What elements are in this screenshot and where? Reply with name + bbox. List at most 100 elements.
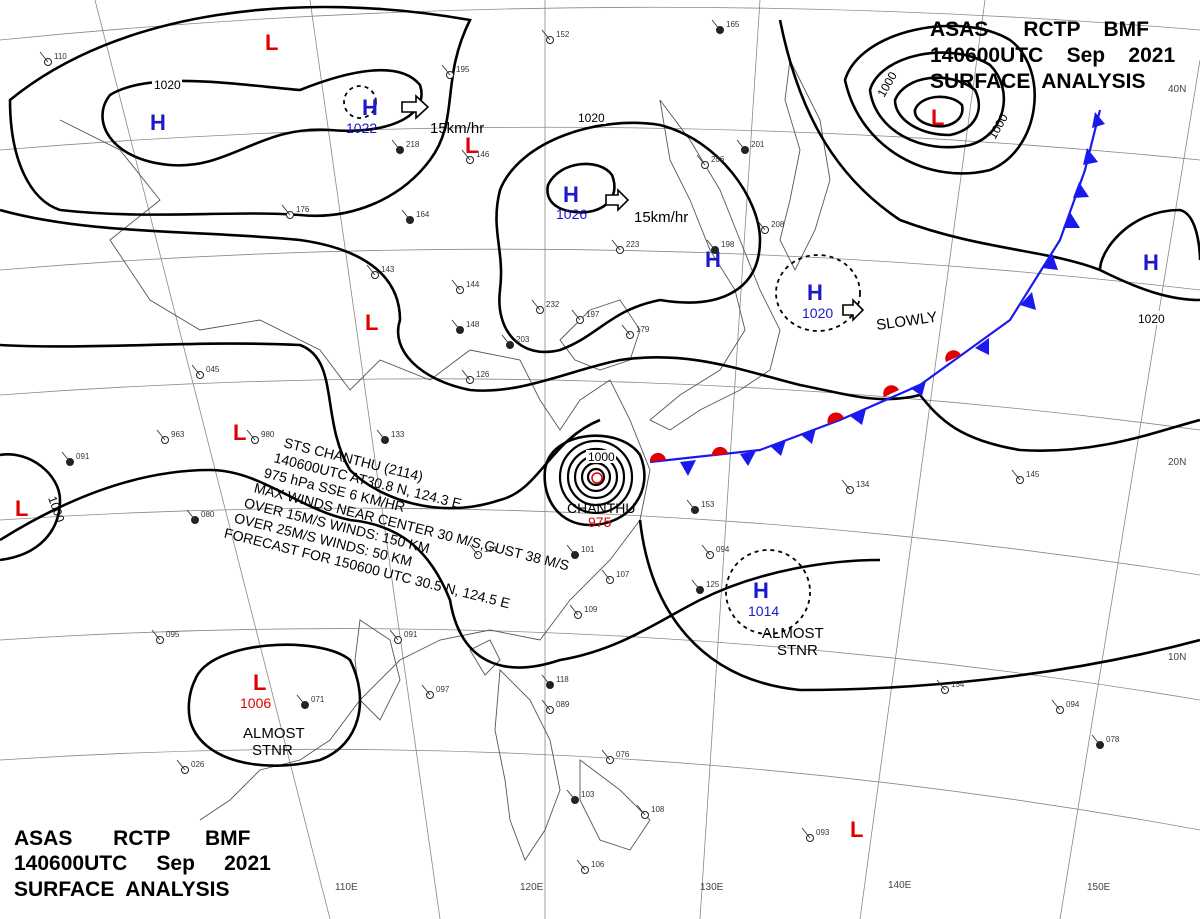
station-wind-barb <box>696 154 706 166</box>
speed-label: 15km/hr <box>634 209 688 226</box>
station-pressure: 148 <box>466 320 480 329</box>
station-pressure: 197 <box>586 310 600 319</box>
station-wind-barb <box>39 51 49 63</box>
header-line: SURFACE ANALYSIS <box>14 878 230 901</box>
low-marker: L <box>233 420 246 445</box>
pressure-systems: H 1022 H 1026 H 1020 H 1014 L 1006 975 H… <box>15 30 1159 842</box>
isobar-lower-band <box>0 342 601 510</box>
grid-labels: 110E 120E 130E 140E 150E 40N 20N 10N <box>335 84 1186 893</box>
station-wind-barb <box>576 859 586 871</box>
station-pressure: 125 <box>706 580 720 589</box>
lon-label: 140E <box>888 880 912 891</box>
low-marker: L <box>850 817 863 842</box>
warm-front-semicircles <box>649 350 961 462</box>
lon-label: 110E <box>335 882 358 893</box>
station-wind-barb <box>501 334 511 346</box>
isobar-ne-large <box>778 19 1200 302</box>
station-pressure: 164 <box>416 210 430 219</box>
high-pressure-value: 1026 <box>556 206 587 222</box>
station-pressure: 143 <box>381 265 395 274</box>
station-wind-barb <box>1091 734 1101 746</box>
movement-arrows <box>401 94 865 322</box>
isobar-1020-central <box>495 121 762 354</box>
high-marker: H <box>753 578 769 603</box>
station-pressure: 109 <box>584 605 598 614</box>
station-wind-barb <box>601 569 611 581</box>
lat-label: 20N <box>1168 457 1186 468</box>
high-marker: H <box>150 110 166 135</box>
high-pressure-value: 1020 <box>802 305 833 321</box>
station-pressure: 106 <box>591 860 605 869</box>
isobar-north-low-ring4 <box>913 95 964 128</box>
station-wind-barb <box>569 604 579 616</box>
station-wind-barb <box>156 429 166 441</box>
isobar-label: 1020 <box>578 111 605 125</box>
station-pressure: 134 <box>856 480 870 489</box>
station-wind-barb <box>441 64 451 76</box>
station-wind-barb <box>801 827 811 839</box>
station-wind-barb <box>611 239 621 251</box>
station-wind-barb <box>389 629 399 641</box>
station-wind-barb <box>541 674 551 686</box>
station-wind-barb <box>421 684 431 696</box>
station-pressure: 165 <box>726 20 740 29</box>
station-pressure: 071 <box>311 695 325 704</box>
isobar-north-low-ring2 <box>868 51 1006 149</box>
station-wind-barb <box>451 319 461 331</box>
station-pressure: 206 <box>711 155 725 164</box>
low-marker: L <box>365 310 378 335</box>
station-wind-barb <box>1011 469 1021 481</box>
station-pressure: 094 <box>1066 700 1080 709</box>
station-wind-barb <box>566 789 576 801</box>
lat-label: 40N <box>1168 84 1186 95</box>
cold-front-triangles <box>680 112 1105 476</box>
station-pressure: 078 <box>1106 735 1120 744</box>
station-wind-barb <box>191 364 201 376</box>
station-pressure: 963 <box>171 430 185 439</box>
high-marker: H <box>362 95 378 120</box>
stnr-label: STNR <box>777 642 818 659</box>
station-wind-barb <box>541 699 551 711</box>
lon-label: 150E <box>1087 882 1111 893</box>
station-pressure: 133 <box>391 430 405 439</box>
station-pressure: 076 <box>616 750 630 759</box>
isobar-typhoon-outer <box>543 434 646 527</box>
header-top: ASAS RCTP BMF 140600UTC Sep 2021 SURFACE… <box>930 18 1175 93</box>
station-pressure: 091 <box>404 630 418 639</box>
station-pressure: 223 <box>626 240 640 249</box>
station-wind-barb <box>701 544 711 556</box>
lon-label: 120E <box>520 882 544 893</box>
station-wind-barb <box>531 299 541 311</box>
station-pressure: 110 <box>54 52 67 61</box>
movement-labels: 15km/hr 15km/hr SLOWLY ALMOST STNR ALMOS… <box>243 120 938 759</box>
station-wind-barb <box>296 694 306 706</box>
station-wind-barb <box>686 499 696 511</box>
station-pressure: 080 <box>201 510 215 519</box>
station-wind-barb <box>401 209 411 221</box>
station-pressure: 195 <box>456 65 470 74</box>
dashed-isobars <box>343 85 861 635</box>
header-line: 140600UTC Sep 2021 <box>14 852 271 875</box>
typhoon-bulletin: STS CHANTHU (2114) 140600UTC AT30.8 N, 1… <box>223 434 571 611</box>
station-wind-barb <box>461 369 471 381</box>
high-marker: H <box>1143 250 1159 275</box>
station-wind-barb <box>711 19 721 31</box>
station-pressure: 089 <box>556 700 570 709</box>
typhoon-name-label: CHANTHU <box>567 500 635 516</box>
header-line: SURFACE ANALYSIS <box>930 70 1146 93</box>
station-pressure: 114 <box>484 545 497 554</box>
isobar-label: 1000 <box>45 494 67 524</box>
move-arrow-east <box>401 94 430 120</box>
station-wind-barb <box>691 579 701 591</box>
station-pressure: 026 <box>191 760 205 769</box>
station-wind-barb <box>469 544 479 556</box>
station-pressure: 045 <box>206 365 220 374</box>
isobar-low-1006 <box>187 643 362 767</box>
isobar-label: 1020 <box>154 78 181 92</box>
station-pressure: 201 <box>751 140 765 149</box>
station-pressure: 198 <box>721 240 735 249</box>
station-wind-barb <box>841 479 851 491</box>
station-wind-barb <box>461 149 471 161</box>
isobar-label: 1020 <box>1138 312 1165 326</box>
